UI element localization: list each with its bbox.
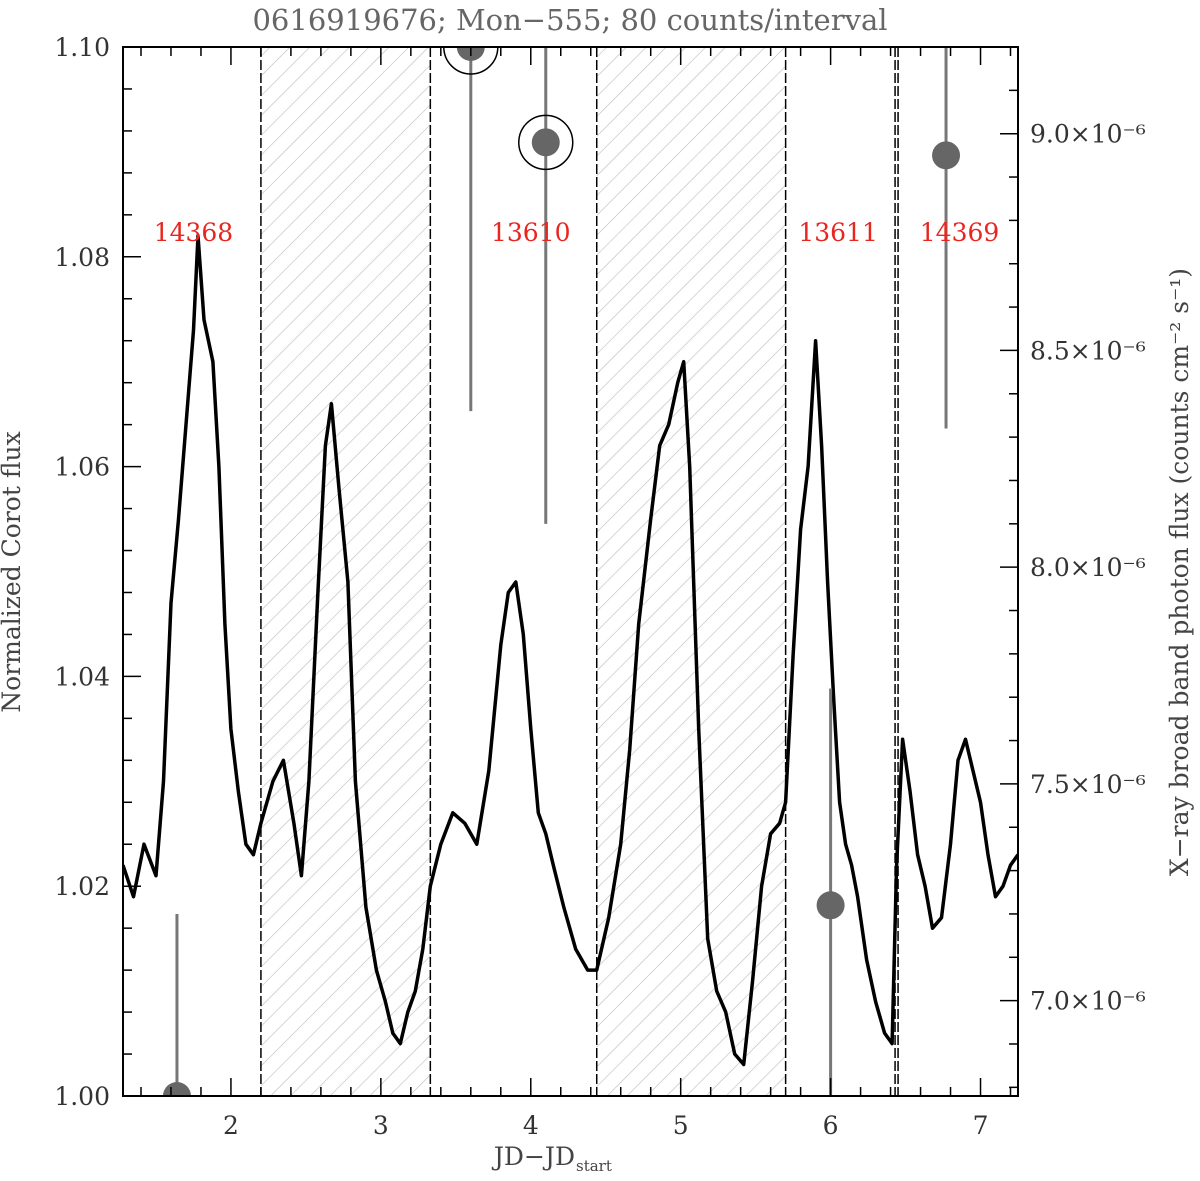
xray-point [816,891,845,920]
x-tick-label: 7 [973,1111,989,1140]
xray-highlight-ring [518,114,574,171]
y2-tick-label: 7.5×10⁻⁶ [1030,770,1146,799]
y-axis-label: Normalized Corot flux [0,431,26,712]
y-tick-label: 1.08 [54,243,110,272]
x-tick-label: 4 [523,1111,539,1140]
y-tick-label: 1.06 [54,453,110,482]
observation-id-label: 14368 [154,218,234,247]
x-tick-label: 3 [373,1111,389,1140]
xray-point [162,1082,191,1096]
y-tick-label: 1.04 [54,662,110,691]
x-tick-label: 5 [673,1111,689,1140]
y2-tick-label: 7.0×10⁻⁶ [1030,987,1146,1016]
y2-tick-label: 9.0×10⁻⁶ [1030,120,1146,149]
corot-light-curve [123,234,1018,1067]
x-tick-label: 2 [223,1111,239,1140]
x-tick-label: 6 [823,1111,839,1140]
chart-title: 0616919676; Mon−555; 80 counts/interval [252,3,887,37]
hatched-interval [596,47,786,1096]
y2-tick-label: 8.5×10⁻⁶ [1030,336,1146,365]
xray-highlight-ring [443,47,499,75]
x-axis-label-subscript: start [576,1157,612,1175]
xray-point [531,128,560,157]
y-tick-label: 1.02 [54,872,110,901]
y-tick-label: 1.00 [54,1082,110,1111]
observation-id-label: 13611 [798,218,878,247]
observation-id-label: 14369 [920,218,1000,247]
y2-tick-label: 8.0×10⁻⁶ [1030,553,1146,582]
y-tick-label: 1.10 [54,33,110,62]
x-axis-label: JD−JD [491,1142,575,1171]
observation-id-label: 13610 [491,218,571,247]
y2-axis-label: X−ray broad band photon flux (counts cm⁻… [1165,268,1194,876]
xray-point [932,141,961,170]
plot-frame [122,46,1019,1097]
